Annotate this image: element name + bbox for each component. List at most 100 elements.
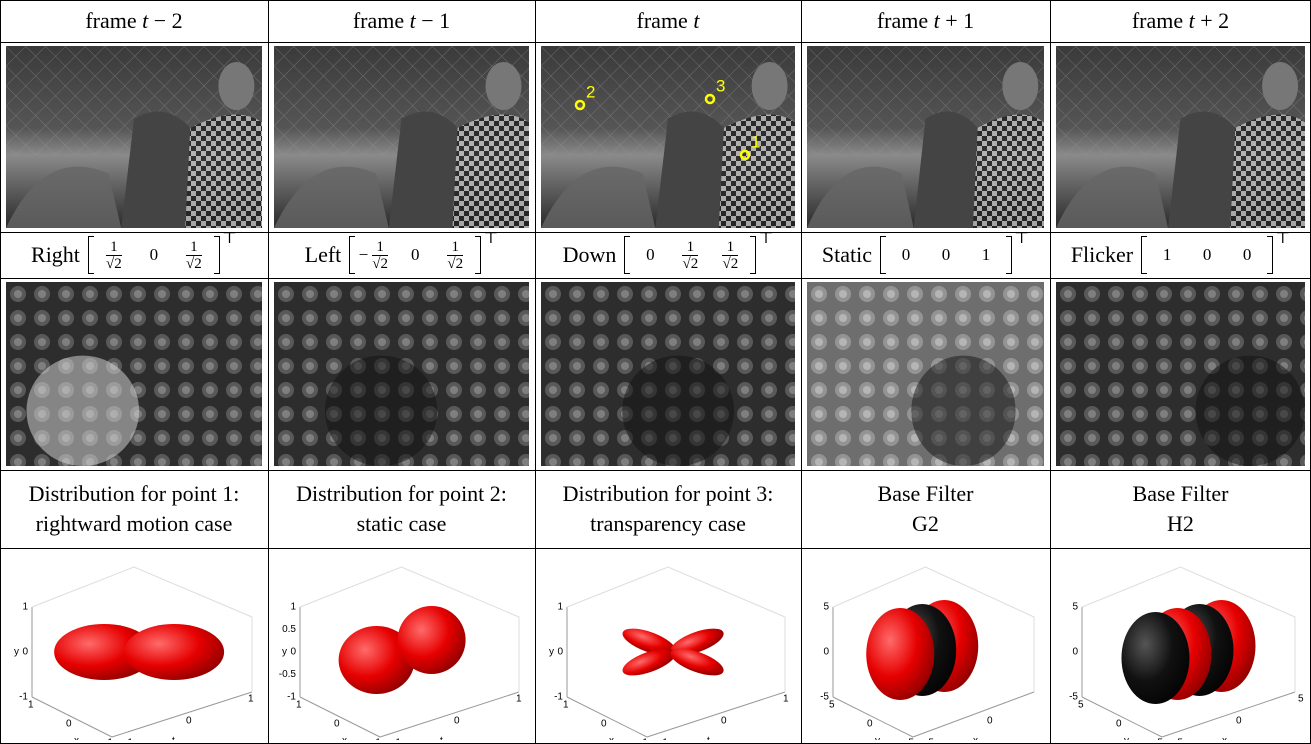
lobe: [124, 624, 224, 680]
fraction: 1√2: [682, 239, 698, 272]
energy-image: [541, 282, 795, 466]
numerator: 1: [727, 239, 735, 255]
caption-cell: Distribution for point 1:rightward motio…: [0, 470, 268, 548]
transpose: ⊤: [758, 228, 773, 248]
x-tick-label: -5: [905, 738, 914, 740]
transpose: ⊤: [222, 228, 237, 248]
z-tick-label: 1: [783, 694, 789, 705]
plot-3d-cell: 10.50-0.5-1y10-1x-101t: [268, 548, 535, 744]
lobe: [1121, 612, 1189, 704]
caption-line: G2: [912, 509, 939, 539]
person-body: [968, 115, 1044, 228]
person-body: [447, 115, 529, 228]
entry: 1: [1163, 245, 1172, 265]
bracket: [750, 236, 756, 274]
y-tick-label: 5: [823, 602, 829, 613]
x-tick-label: 0: [867, 719, 873, 730]
x-axis-label: x: [74, 736, 79, 740]
caption-line: rightward motion case: [36, 509, 233, 539]
x-tick-label: -5: [1154, 738, 1163, 740]
video-frame: [6, 46, 262, 228]
plot-3d-cell: 50-550-5y-505x: [1050, 548, 1311, 744]
energy-blob: [622, 356, 734, 466]
plot-3d: 50-550-5y-505x: [807, 552, 1044, 740]
entry: 0: [646, 245, 655, 265]
energy-image: [807, 282, 1044, 466]
x-tick-label: -1: [372, 738, 381, 740]
x-tick-label: 0: [1116, 719, 1122, 730]
transpose: ⊤: [1014, 228, 1029, 248]
frame-word: frame: [85, 8, 136, 34]
frame-header: frame t + 1: [801, 0, 1050, 42]
z-axis-label: t: [172, 736, 175, 740]
caption-line: Distribution for point 1:: [29, 479, 240, 509]
z-axis-label: t: [707, 736, 710, 740]
vector-entry: 0: [1227, 245, 1267, 265]
transpose: ⊤: [1275, 228, 1290, 248]
video-frame: [1056, 46, 1305, 228]
energy-blob: [911, 356, 1015, 466]
x-axis-label: y: [1124, 736, 1129, 740]
vector-entry: 1: [966, 245, 1006, 265]
vector-entry: 0: [926, 245, 966, 265]
motion-name: Down: [563, 242, 617, 268]
z-axis-label: x: [973, 736, 978, 740]
z-tick-label: 1: [516, 694, 522, 705]
z-tick-label: 0: [454, 716, 460, 727]
frame-word: frame: [353, 8, 404, 34]
y-tick-label: 0: [823, 647, 829, 658]
frame-header: frame t − 2: [0, 0, 268, 42]
fraction: 1√2: [106, 239, 122, 272]
axis: [913, 692, 1034, 737]
person-head: [218, 62, 254, 110]
vector: 001⊤: [880, 236, 1029, 274]
frame-header: frame t − 1: [268, 0, 535, 42]
z-tick-label: -1: [659, 738, 668, 740]
energy-image-cell: [0, 278, 268, 470]
x-axis-label: x: [342, 736, 347, 740]
numerator: 1: [452, 239, 460, 255]
axis: [112, 692, 252, 737]
energy-image-cell: [1050, 278, 1311, 470]
video-frame-cell: [0, 42, 268, 232]
sign: −: [359, 245, 369, 265]
plot-3d-cell: 50-550-5y-505x: [801, 548, 1050, 744]
y-tick-label: 0.5: [282, 624, 296, 635]
vector-entry: 0: [886, 245, 926, 265]
marker-label: 3: [716, 76, 725, 95]
z-tick-label: 0: [721, 716, 727, 727]
energy-image-cell: [268, 278, 535, 470]
frame-word: frame: [637, 8, 688, 34]
y-tick-label: 5: [1072, 602, 1078, 613]
caption-line: Distribution for point 2:: [296, 479, 507, 509]
z-axis-label: t: [440, 736, 443, 740]
video-frame: [807, 46, 1044, 228]
entry: 0: [942, 245, 951, 265]
bracket: [214, 236, 220, 274]
frame-offset: + 2: [1200, 8, 1229, 34]
plot-3d: 10-1y10-1x-101t: [541, 552, 795, 740]
vector-entry: 1√2: [94, 239, 134, 272]
denominator: √2: [682, 256, 698, 272]
y-tick-label: 1: [557, 602, 563, 613]
y-axis-label: y: [549, 647, 554, 658]
z-tick-label: -5: [925, 738, 934, 740]
frame-word: frame: [877, 8, 928, 34]
caption-line: Distribution for point 3:: [563, 479, 774, 509]
motion-name: Right: [31, 242, 80, 268]
x-tick-label: 0: [66, 719, 72, 730]
fraction: 1√2: [186, 239, 202, 272]
fraction: 1√2: [447, 239, 463, 272]
caption-cell: Base FilterG2: [801, 470, 1050, 548]
entry: 1: [982, 245, 991, 265]
y-tick-label: 1: [290, 602, 296, 613]
x-tick-label: 1: [28, 700, 34, 711]
vector-entry: 1√2: [710, 239, 750, 272]
video-frame-cell: [268, 42, 535, 232]
fraction: 1√2: [372, 239, 388, 272]
